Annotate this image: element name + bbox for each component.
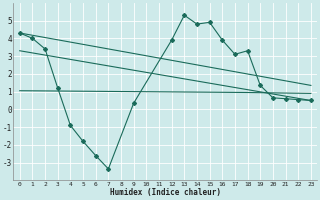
- X-axis label: Humidex (Indice chaleur): Humidex (Indice chaleur): [110, 188, 221, 197]
